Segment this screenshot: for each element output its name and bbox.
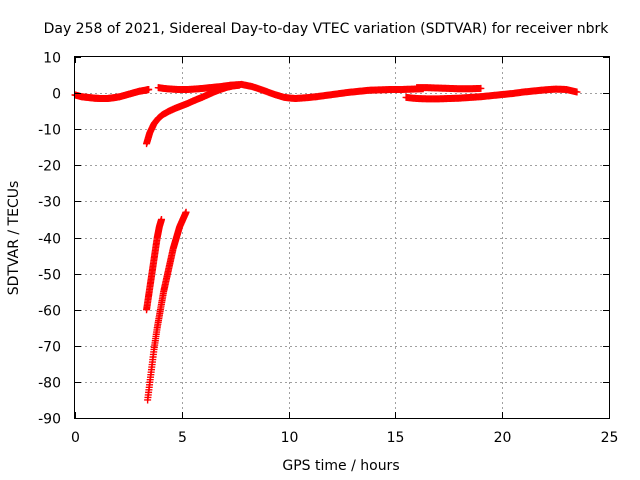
chart-title: Day 258 of 2021, Sidereal Day-to-day VTE… — [44, 21, 610, 37]
y-tick-label: -50 — [38, 268, 61, 284]
x-tick-label: 25 — [601, 430, 619, 446]
x-tick-label: 5 — [178, 430, 187, 446]
data-point — [145, 85, 153, 93]
series-arc-3 — [413, 84, 485, 93]
y-tick-label: 0 — [52, 87, 61, 103]
axis-ticks: 0 5 10 15 20 25 10 0 -10 -20 -30 -40 -50 -60 -70 -80 -90 — [38, 51, 618, 447]
data-point — [235, 81, 243, 89]
y-tick-label: -70 — [38, 340, 61, 356]
data-point — [158, 215, 166, 223]
data-point — [573, 88, 581, 96]
y-tick-label: -80 — [38, 376, 61, 392]
x-tick-label: 15 — [387, 430, 405, 446]
x-tick-label: 10 — [281, 430, 299, 446]
data-point — [182, 208, 190, 216]
y-tick-label: -60 — [38, 304, 61, 320]
y-tick-label: -90 — [38, 412, 61, 428]
y-tick-label: -10 — [38, 123, 61, 139]
series-arc-4 — [402, 85, 581, 103]
x-axis-label: GPS time / hours — [282, 458, 399, 474]
plot-frame — [74, 56, 610, 419]
series-arc-1 — [71, 85, 153, 103]
y-tick-label: 10 — [43, 51, 61, 67]
series-arc-2 — [154, 80, 427, 103]
y-tick-label: -30 — [38, 195, 61, 211]
data-marks — [71, 80, 581, 404]
series-arc-5 — [143, 81, 243, 148]
x-tick-label: 0 — [71, 430, 80, 446]
data-point — [477, 84, 485, 92]
y-tick-label: -40 — [38, 232, 61, 248]
y-axis-label: SDTVAR / TECUs — [6, 181, 22, 296]
x-tick-label: 20 — [494, 430, 512, 446]
series-arc-6 — [143, 215, 166, 314]
series-arc-7 — [144, 208, 190, 404]
y-tick-label: -20 — [38, 159, 61, 175]
